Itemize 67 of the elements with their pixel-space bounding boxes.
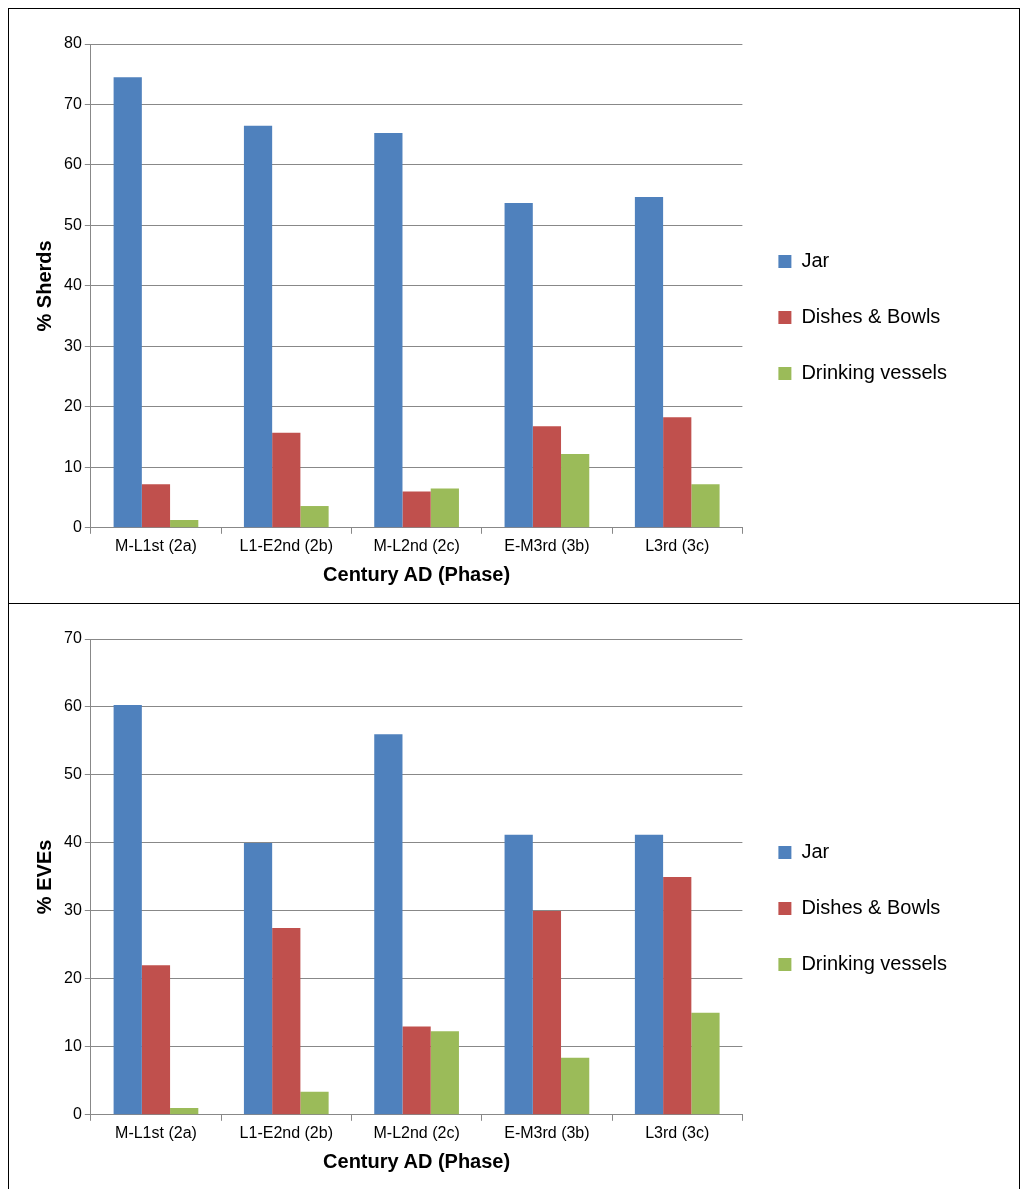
legend-label: Dishes & Bowls (801, 305, 941, 328)
bar (634, 197, 664, 528)
y-axis-title: % EVEs (32, 839, 55, 915)
x-tick-label: L1-E2nd (2b) (239, 536, 333, 554)
bar (691, 484, 720, 528)
y-tick-label: 30 (64, 336, 82, 354)
y-tick-label: 20 (64, 397, 82, 415)
bar (141, 484, 171, 528)
y-tick-label: 50 (64, 215, 82, 233)
bar (561, 454, 590, 528)
x-tick-label: M-L1st (2a) (115, 1123, 197, 1141)
x-tick-label: L3rd (3c) (645, 1123, 710, 1141)
bar (374, 734, 403, 1115)
x-axis-title: Century AD (Phase) (323, 1149, 511, 1172)
y-tick-label: 30 (64, 901, 82, 919)
x-tick-label: L3rd (3c) (645, 536, 710, 554)
bar (663, 876, 692, 1115)
bar (374, 132, 403, 528)
legend-label: Dishes & Bowls (801, 896, 941, 919)
y-tick-label: 80 (64, 34, 82, 52)
bar (561, 1057, 590, 1115)
bar (170, 1108, 199, 1115)
bar (532, 910, 562, 1115)
x-tick-label: M-L1st (2a) (115, 536, 197, 554)
y-tick-label: 70 (64, 94, 82, 112)
y-tick-label: 10 (64, 457, 82, 475)
x-tick-label: E-M3rd (3b) (504, 1123, 590, 1141)
y-tick-label: 10 (64, 1037, 82, 1055)
legend-label: Drinking vessels (801, 361, 947, 384)
legend-label: Drinking vessels (801, 952, 947, 975)
legend-label: Jar (801, 840, 830, 863)
bar (272, 927, 301, 1115)
bar (243, 125, 273, 528)
y-axis-title: % Sherds (32, 240, 55, 332)
bar (663, 417, 692, 528)
bar (691, 1012, 720, 1115)
bar (402, 491, 431, 528)
bar (170, 519, 199, 528)
x-tick-label: E-M3rd (3b) (504, 536, 590, 554)
x-tick-label: M-L2nd (2c) (373, 1123, 460, 1141)
bar (300, 1091, 329, 1115)
bar (402, 1026, 431, 1115)
bar (504, 203, 533, 528)
y-tick-label: 40 (64, 833, 82, 851)
bar (300, 506, 329, 528)
bar (430, 488, 459, 528)
y-tick-label: 0 (72, 1105, 82, 1123)
y-tick-label: 50 (64, 765, 82, 783)
bar (272, 432, 301, 528)
y-tick-label: 60 (64, 155, 82, 173)
x-tick-label: M-L2nd (2c) (373, 536, 460, 554)
y-tick-label: 40 (64, 276, 82, 294)
bar (141, 965, 171, 1115)
bar (243, 842, 273, 1115)
bar (430, 1031, 459, 1115)
y-tick-label: 70 (64, 629, 82, 647)
y-tick-label: 20 (64, 969, 82, 987)
bar (113, 704, 142, 1115)
bar (504, 834, 533, 1115)
x-tick-label: L1-E2nd (2b) (239, 1123, 333, 1141)
bar (532, 426, 562, 528)
legend-label: Jar (801, 249, 830, 272)
bar (113, 77, 142, 528)
bar (634, 834, 664, 1115)
x-axis-title: Century AD (Phase) (323, 562, 511, 585)
y-tick-label: 60 (64, 697, 82, 715)
y-tick-label: 0 (72, 518, 82, 536)
